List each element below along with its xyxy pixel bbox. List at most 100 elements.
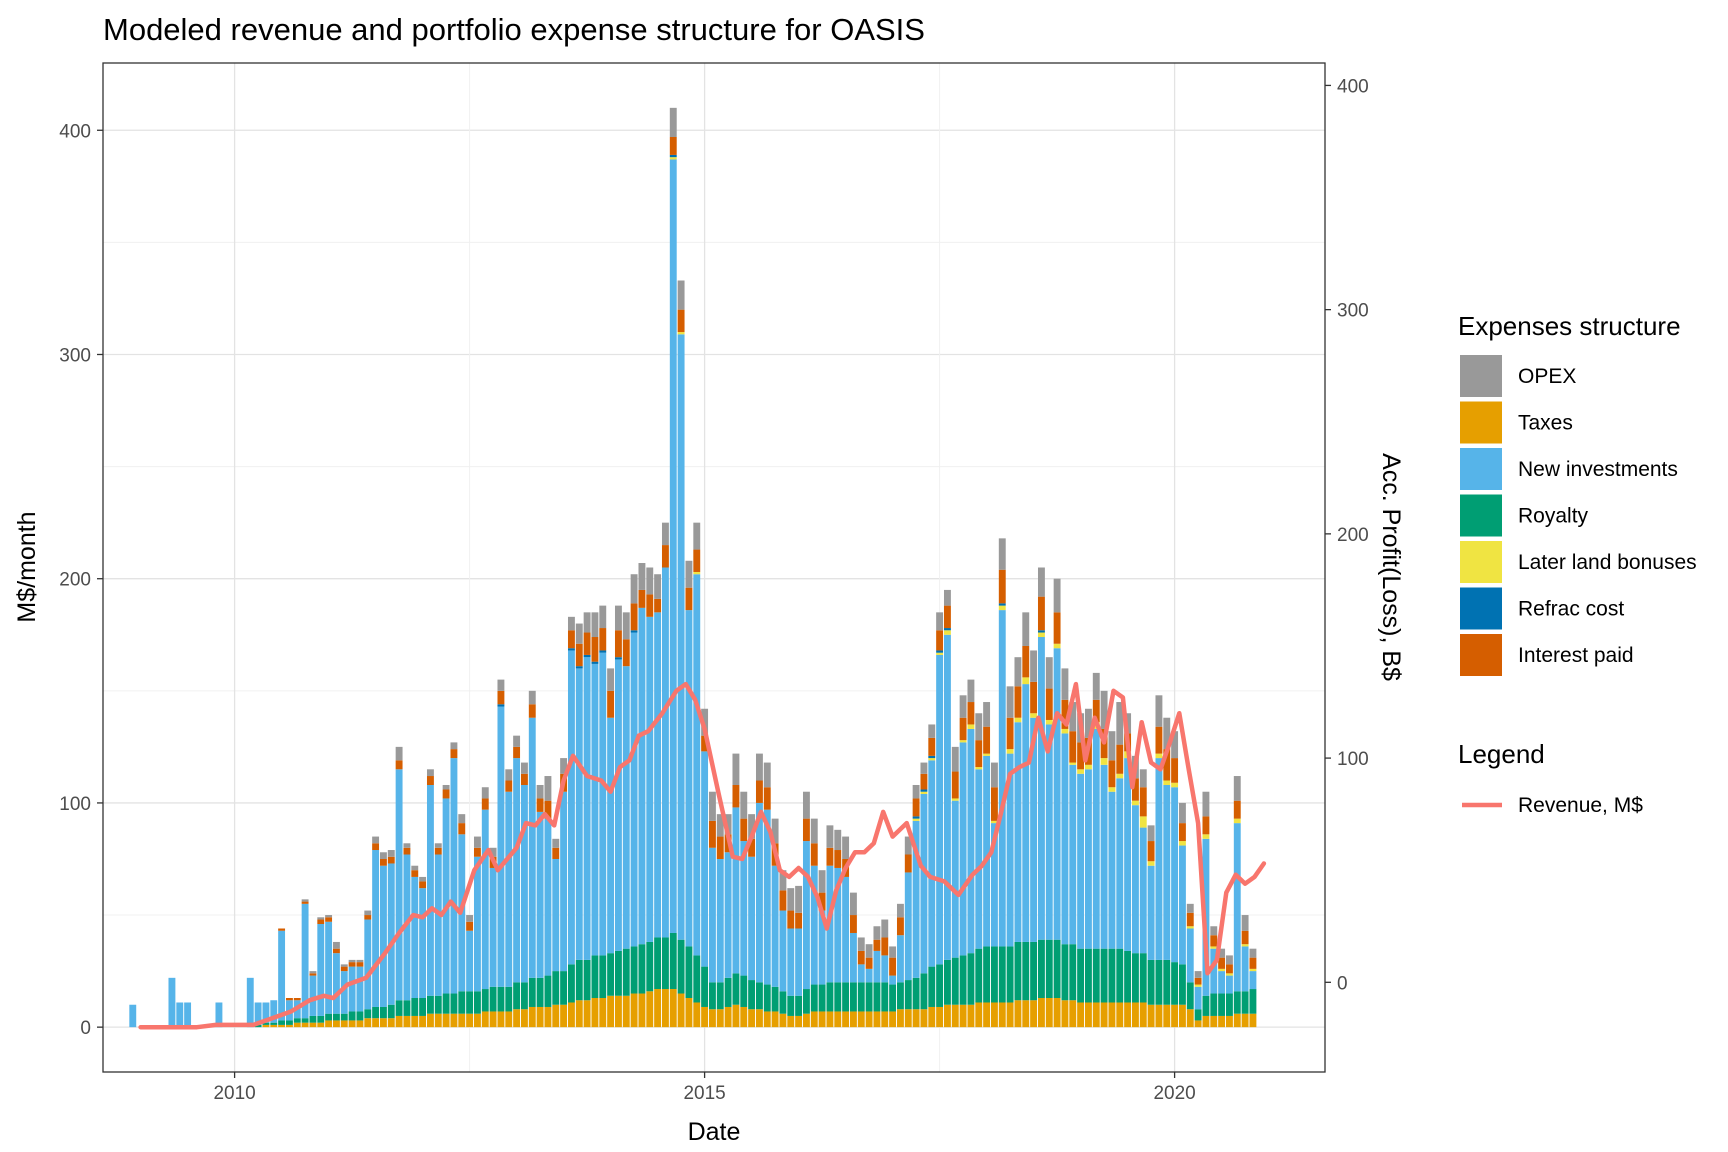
bar-segment-royalty xyxy=(818,984,826,1012)
bar-segment-interest-paid xyxy=(356,962,364,967)
bar-segment-interest-paid xyxy=(442,789,450,799)
bar-segment-new-investments xyxy=(787,928,795,996)
bar-segment-taxes xyxy=(1006,1002,1014,1028)
bar-segment-interest-paid xyxy=(1014,686,1022,718)
bar-segment-opex xyxy=(849,892,857,916)
bar-segment-new-investments xyxy=(975,769,983,949)
bar-segment-opex xyxy=(1171,731,1179,759)
bar-segment-opex xyxy=(693,522,701,550)
bar-segment-later-land-bonuses xyxy=(1131,800,1139,806)
bar-segment-opex xyxy=(787,888,795,911)
bar-segment-new-investments xyxy=(701,751,709,967)
bar-segment-new-investments xyxy=(1178,845,1186,965)
bar-segment-new-investments xyxy=(372,850,380,1007)
revenue-line xyxy=(138,681,1267,1030)
bar-segment-taxes xyxy=(591,998,599,1028)
bar-segment-opex xyxy=(732,753,740,785)
bar-segment-taxes xyxy=(450,1013,458,1028)
bar-segment-new-investments xyxy=(1225,975,1233,994)
bar-segment-interest-paid xyxy=(763,787,771,810)
bar-segment-new-investments xyxy=(419,888,427,999)
bar-segment-taxes xyxy=(1147,1004,1155,1028)
bar-segment-later-land-bonuses xyxy=(1022,677,1030,685)
bar-segment-royalty xyxy=(309,1015,317,1023)
bar-segment-new-investments xyxy=(998,610,1006,947)
bar-segment-refrac-cost xyxy=(669,154,677,158)
bar-segment-opex xyxy=(1233,776,1241,801)
bar-segment-royalty xyxy=(426,995,434,1014)
bar-segment-taxes xyxy=(1225,1015,1233,1028)
bar-segment-taxes xyxy=(810,1011,818,1028)
bar-segment-new-investments xyxy=(176,1002,184,1028)
bar-segment-interest-paid xyxy=(677,309,685,333)
bar-segment-taxes xyxy=(904,1009,912,1028)
bar-segment-interest-paid xyxy=(857,950,865,965)
bar-segment-interest-paid xyxy=(387,856,395,864)
bar-segment-interest-paid xyxy=(810,843,818,866)
bar-segment-refrac-cost xyxy=(497,704,505,707)
bar-segment-new-investments xyxy=(325,921,333,1014)
bar-segment-taxes xyxy=(419,1015,427,1028)
bar-segment-opex xyxy=(795,885,803,913)
bar-segment-interest-paid xyxy=(552,847,560,859)
bar-segment-taxes xyxy=(622,995,630,1028)
bar-segment-opex xyxy=(301,899,309,902)
bar-segment-opex xyxy=(458,814,466,824)
bar-segment-royalty xyxy=(403,1000,411,1016)
bar-segment-interest-paid xyxy=(544,800,552,819)
bar-segment-opex xyxy=(575,623,583,644)
bar-segment-interest-paid xyxy=(630,603,638,631)
bar-segment-royalty xyxy=(356,1011,364,1021)
y2-tick-label: 100 xyxy=(1337,749,1369,770)
bar-segment-interest-paid xyxy=(293,998,301,1001)
y2-axis-title: Acc. Profit(Loss), B$ xyxy=(1377,453,1405,681)
bar-segment-opex xyxy=(842,836,850,859)
bar-segment-new-investments xyxy=(951,800,959,958)
bar-segment-interest-paid xyxy=(278,928,286,931)
bar-segment-royalty xyxy=(975,948,983,1003)
bar-segment-later-land-bonuses xyxy=(1202,834,1210,839)
bar-segment-royalty xyxy=(1131,953,1139,1003)
bar-segment-interest-paid xyxy=(990,787,998,821)
x-axis: 2010 2015 2020 xyxy=(213,1072,1196,1104)
bar-segment-new-investments xyxy=(1139,827,1147,954)
bar-segment-taxes xyxy=(1061,1000,1069,1028)
bar-segment-interest-paid xyxy=(685,587,693,611)
bar-segment-interest-paid xyxy=(795,912,803,929)
bar-segment-interest-paid xyxy=(1108,760,1116,788)
bar-segment-royalty xyxy=(1210,993,1218,1016)
bar-segment-interest-paid xyxy=(889,957,897,976)
bar-segment-interest-paid xyxy=(513,746,521,759)
bar-segment-taxes xyxy=(873,1011,881,1028)
bar-segment-royalty xyxy=(1084,948,1092,1003)
bar-segment-opex xyxy=(685,560,693,588)
bar-segment-later-land-bonuses xyxy=(967,724,975,729)
bar-segment-interest-paid xyxy=(1178,823,1186,842)
bar-segment-royalty xyxy=(387,1004,395,1019)
bar-segment-opex xyxy=(434,843,442,848)
legend-label-interest-paid: Interest paid xyxy=(1518,644,1634,667)
bar-segment-royalty xyxy=(1077,948,1085,1003)
bar-segment-opex xyxy=(1053,578,1061,613)
bar-segment-interest-paid xyxy=(1155,726,1163,754)
bar-segment-new-investments xyxy=(904,872,912,981)
bar-segment-new-investments xyxy=(802,841,810,990)
bar-segment-opex xyxy=(904,836,912,855)
bar-segment-royalty xyxy=(497,986,505,1012)
bar-segment-royalty xyxy=(544,975,552,1007)
bar-segment-later-land-bonuses xyxy=(920,791,928,794)
bar-segment-new-investments xyxy=(983,755,991,947)
bar-segment-taxes xyxy=(607,995,615,1028)
bar-segment-royalty xyxy=(983,946,991,1003)
bar-segment-later-land-bonuses xyxy=(1225,973,1233,976)
bar-segment-opex xyxy=(395,746,403,761)
bar-segment-new-investments xyxy=(1218,971,1226,994)
bar-segment-taxes xyxy=(936,1006,944,1028)
bar-segment-taxes xyxy=(466,1013,474,1028)
bar-segment-later-land-bonuses xyxy=(1139,816,1147,828)
bar-segment-later-land-bonuses xyxy=(1233,818,1241,824)
bar-segment-royalty xyxy=(340,1013,348,1021)
bar-segment-opex xyxy=(936,612,944,631)
bar-segment-taxes xyxy=(654,989,662,1028)
bar-segment-new-investments xyxy=(810,865,818,985)
